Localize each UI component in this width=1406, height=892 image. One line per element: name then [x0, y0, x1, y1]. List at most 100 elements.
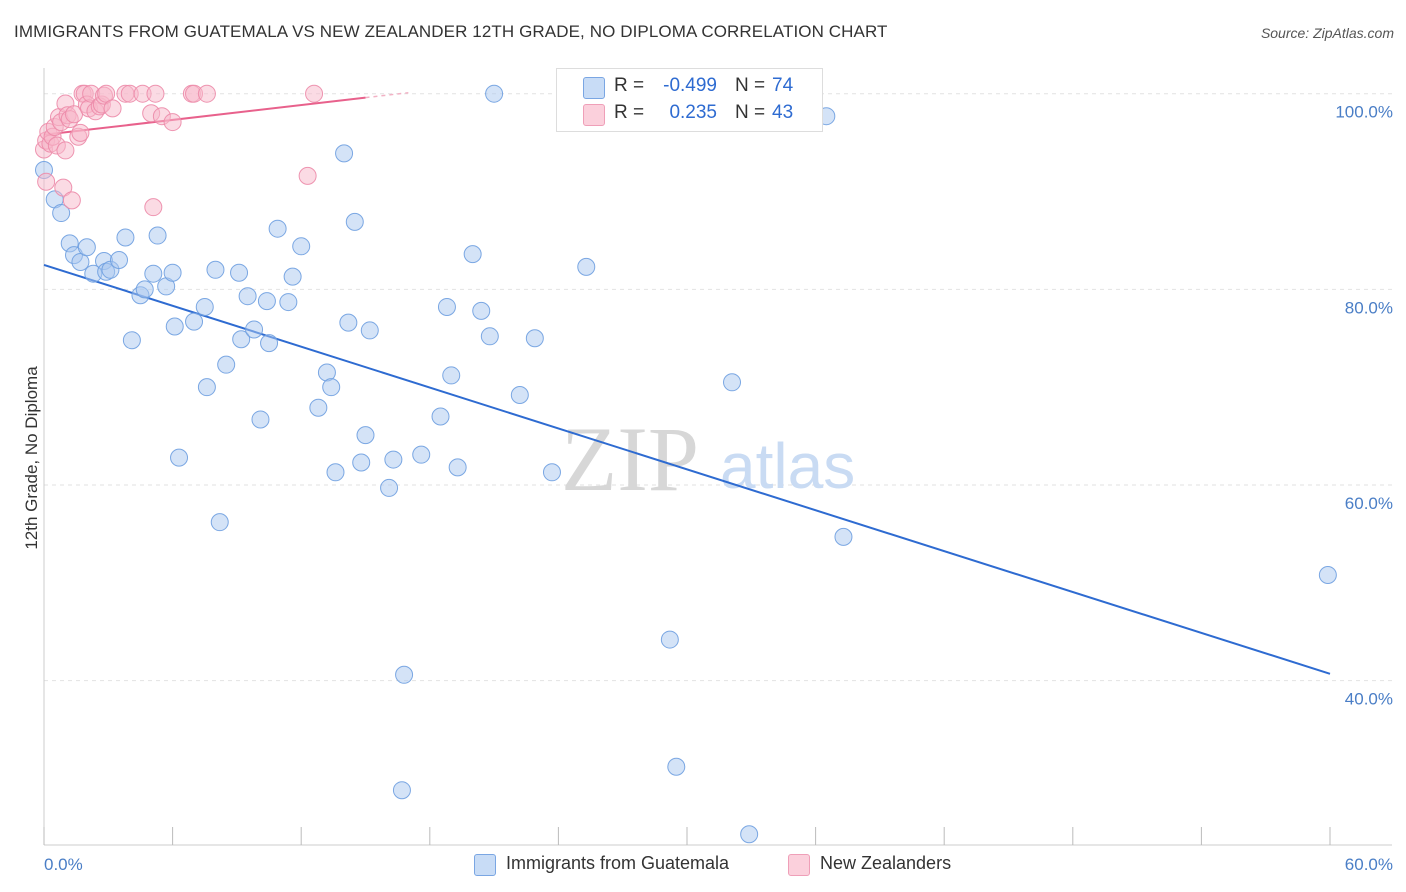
point-guatemala	[322, 378, 341, 397]
point-guatemala	[525, 329, 544, 348]
point-guatemala	[144, 264, 163, 283]
point-guatemala	[260, 334, 279, 353]
tick-labels: 40.0% 60.0% 80.0% 100.0% 0.0% 60.0%	[44, 103, 1393, 874]
y-tick-label: 60.0%	[1345, 494, 1393, 513]
point-new-zealanders	[298, 166, 317, 185]
point-guatemala	[448, 458, 467, 477]
trend-line-new-zealanders	[43, 96, 366, 136]
point-guatemala	[232, 330, 251, 349]
point-guatemala	[52, 204, 71, 223]
n-label: N =	[735, 75, 766, 96]
series-swatch-new-zealanders	[788, 854, 810, 876]
n-value: 74	[772, 75, 794, 96]
chart-title: IMMIGRANTS FROM GUATEMALA VS NEW ZEALAND…	[14, 22, 888, 41]
point-new-zealanders	[37, 172, 56, 191]
point-guatemala	[116, 228, 135, 247]
point-guatemala	[110, 251, 129, 269]
legend-row-new-zealanders: R = 0.235 N = 43	[557, 101, 820, 127]
x-tick-label-min: 0.0%	[44, 855, 83, 874]
point-guatemala	[442, 366, 461, 385]
point-guatemala	[345, 212, 364, 231]
y-tick-label: 40.0%	[1345, 690, 1393, 709]
point-guatemala	[339, 313, 358, 332]
point-guatemala	[510, 386, 529, 404]
point-guatemala	[77, 238, 96, 257]
series-label-guatemala: Immigrants from Guatemala	[506, 853, 730, 873]
point-guatemala	[170, 448, 189, 467]
point-guatemala	[185, 312, 204, 331]
point-guatemala	[395, 665, 414, 684]
axes	[43, 68, 1392, 846]
point-guatemala	[165, 317, 184, 336]
point-guatemala	[577, 257, 596, 276]
watermark-atlas: atlas	[720, 430, 855, 502]
legend-row-guatemala: R = -0.499 N = 74	[557, 74, 820, 100]
point-guatemala	[437, 297, 456, 316]
gridlines	[44, 93, 1392, 682]
r-label: R =	[614, 102, 645, 123]
series-label-new-zealanders: New Zealanders	[820, 853, 952, 873]
point-guatemala	[195, 297, 214, 316]
series-swatch-guatemala	[474, 854, 496, 876]
point-guatemala	[251, 410, 270, 429]
point-guatemala	[283, 267, 302, 286]
point-new-zealanders	[56, 141, 75, 160]
point-guatemala	[210, 513, 229, 532]
r-value: 0.235	[669, 102, 717, 123]
correlation-legend: R = -0.499 N = 74 R = 0.235 N = 43	[556, 68, 823, 132]
point-new-zealanders	[197, 84, 216, 103]
point-guatemala	[480, 327, 499, 346]
series-legend-new-zealanders[interactable]: New Zealanders	[788, 852, 988, 878]
point-guatemala	[740, 825, 759, 844]
point-guatemala	[1318, 566, 1337, 584]
point-guatemala	[485, 84, 504, 103]
point-guatemala	[238, 287, 257, 306]
point-guatemala	[723, 373, 742, 392]
point-new-zealanders	[144, 198, 163, 217]
y-tick-label: 80.0%	[1345, 298, 1393, 317]
series-legend-guatemala[interactable]: Immigrants from Guatemala	[474, 852, 774, 878]
point-guatemala	[163, 263, 182, 282]
point-guatemala	[660, 630, 679, 649]
y-axis-label: 12th Grade, No Diploma	[22, 366, 41, 550]
legend-swatch-guatemala	[583, 77, 605, 99]
source-credit: Source: ZipAtlas.com	[1260, 25, 1394, 41]
point-new-zealanders	[163, 113, 182, 132]
y-tick-label: 100.0%	[1335, 103, 1393, 122]
point-guatemala	[472, 301, 491, 320]
point-guatemala	[380, 478, 399, 497]
point-guatemala	[834, 527, 853, 546]
point-guatemala	[245, 320, 264, 339]
point-new-zealanders	[54, 178, 73, 197]
point-guatemala	[268, 219, 287, 238]
point-guatemala	[352, 453, 371, 472]
point-guatemala	[412, 445, 431, 464]
point-guatemala	[326, 463, 345, 482]
point-guatemala	[309, 398, 328, 417]
trend-line-new-zealanders-extension	[365, 91, 409, 99]
point-guatemala	[122, 331, 141, 350]
point-guatemala	[230, 263, 249, 282]
point-guatemala	[335, 144, 354, 163]
point-guatemala	[431, 407, 450, 426]
n-value: 43	[772, 102, 794, 123]
point-new-zealanders	[71, 123, 90, 142]
point-new-zealanders	[62, 191, 81, 210]
point-guatemala	[217, 355, 236, 374]
point-new-zealanders	[146, 84, 165, 103]
x-tick-label-max: 60.0%	[1345, 855, 1393, 874]
point-guatemala	[360, 321, 379, 340]
point-new-zealanders	[305, 84, 324, 103]
r-label: R =	[614, 75, 645, 96]
watermark-zip: ZIP	[561, 408, 699, 510]
r-value: -0.499	[663, 75, 717, 96]
point-guatemala	[292, 237, 311, 256]
point-guatemala	[542, 463, 561, 482]
point-guatemala	[135, 280, 154, 299]
trend-lines	[43, 91, 1331, 675]
legend-swatch-new-zealanders	[583, 104, 605, 126]
point-guatemala	[384, 450, 403, 469]
point-new-zealanders	[103, 99, 122, 118]
point-guatemala	[206, 260, 225, 279]
